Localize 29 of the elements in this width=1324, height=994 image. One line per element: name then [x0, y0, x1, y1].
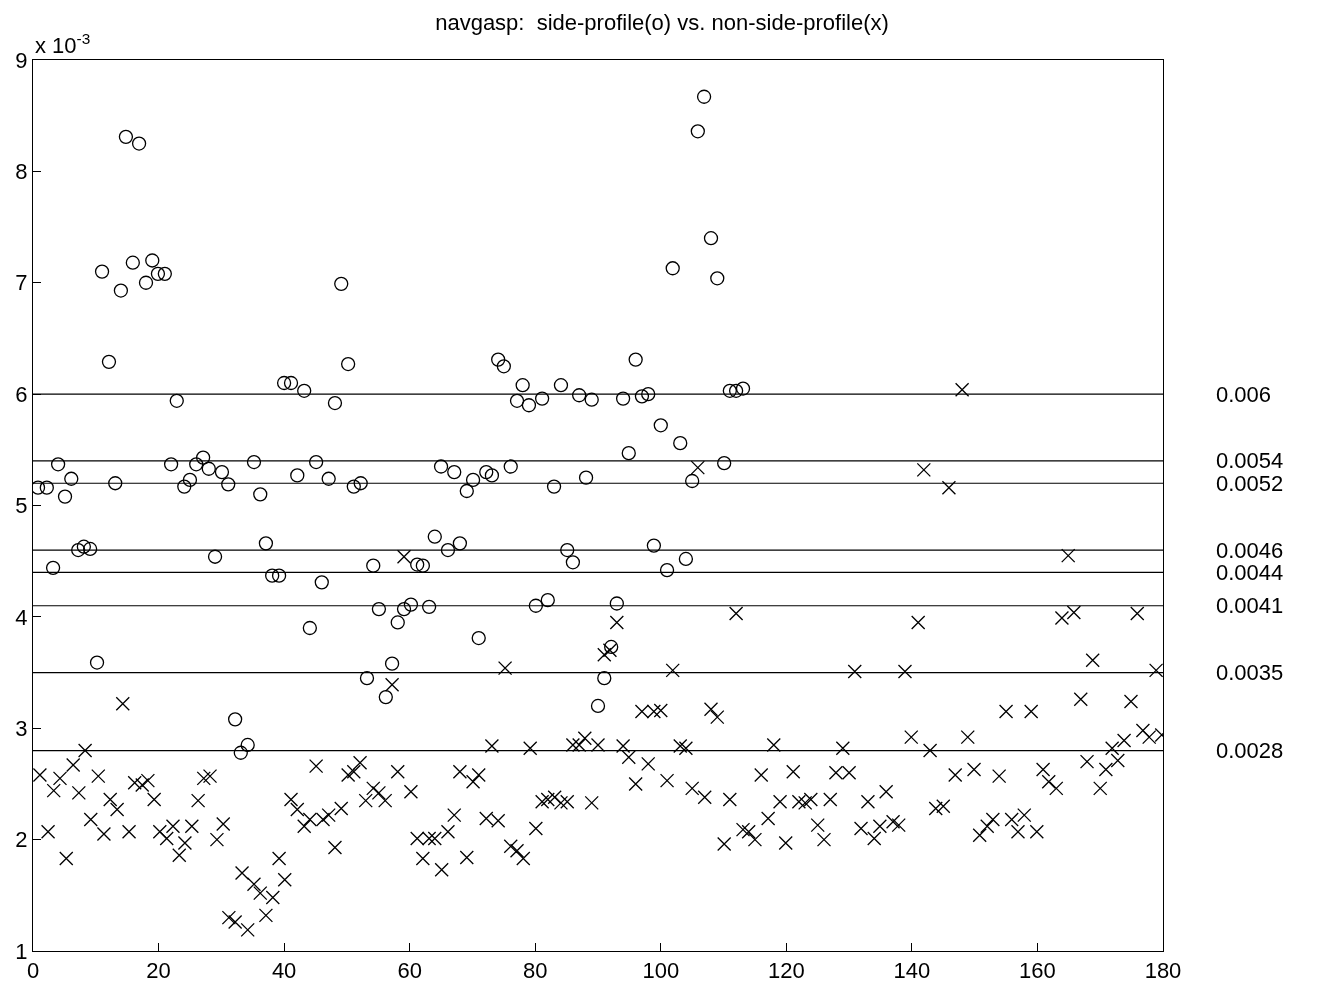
x-tick-label: 140 [893, 958, 931, 984]
x-tick-label: 60 [397, 958, 422, 984]
x-tick-label: 20 [146, 958, 171, 984]
y-tick-label: 3 [15, 715, 28, 741]
y-tick-label: 7 [15, 270, 28, 296]
text: 0.0052 [1216, 471, 1284, 496]
text: 0.0044 [1216, 560, 1284, 585]
y-tick-label: 2 [15, 827, 28, 853]
y-tick-label: 6 [15, 381, 28, 407]
x-tick-label: 120 [767, 958, 805, 984]
text: 0.0054 [1216, 448, 1284, 473]
y-tick-label: 1 [15, 938, 28, 964]
text: 0.0035 [1216, 660, 1284, 685]
y-tick-label: 9 [15, 47, 28, 73]
text: 0.0046 [1216, 538, 1284, 563]
text: x 10$^{-3}$ [35, 30, 91, 59]
x-tick-label: 100 [642, 958, 680, 984]
text: 0.0041 [1216, 593, 1284, 618]
y-tick-label: 5 [15, 493, 28, 519]
chart-title: navgasp: side-profile(o) vs. non-side-profile(x) [435, 10, 889, 36]
y-tick-label: 4 [15, 604, 28, 630]
x-tick-label: 180 [1144, 958, 1182, 984]
text: 0.006 [1216, 382, 1272, 407]
y-tick-label: 8 [15, 159, 28, 185]
x-tick-label: 80 [522, 958, 548, 984]
x-tick-label: 40 [271, 958, 297, 984]
x-tick-label: 160 [1019, 958, 1056, 984]
text: 0.0028 [1216, 738, 1284, 763]
x-tick-label: 0 [26, 958, 40, 984]
